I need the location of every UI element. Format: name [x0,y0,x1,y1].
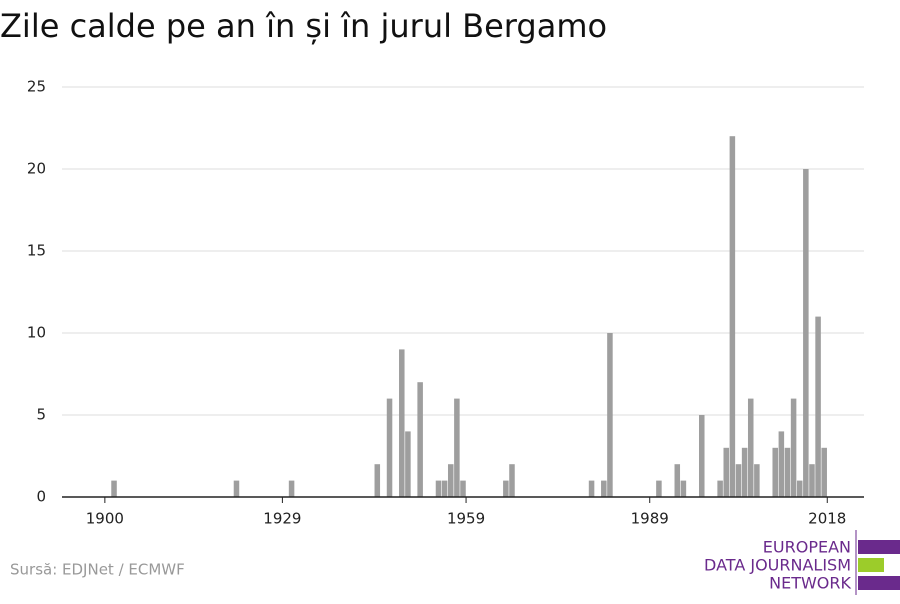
x-tick-label: 2018 [808,510,846,528]
x-tick-label: 1900 [86,510,124,528]
bar [233,480,240,497]
bar [417,382,423,497]
y-tick-label: 5 [36,406,46,424]
bar [588,480,595,497]
logo-bar [858,558,884,572]
bar [809,464,815,497]
bar [735,464,742,497]
logo-text: EUROPEAN [763,538,851,557]
bar [435,480,442,497]
y-tick-label: 15 [27,242,46,260]
bar [741,447,748,497]
bar [288,480,295,497]
bar [503,480,509,497]
bar [656,480,662,497]
logo-bar [858,540,900,554]
bar [821,447,827,497]
bar [447,464,454,497]
bar [699,415,705,497]
source: Sursă: EDJNet / ECMWF [10,561,185,579]
y-tick-label: 20 [27,160,46,178]
bar [509,464,515,497]
bar [796,480,803,497]
bar [460,480,466,497]
logo-text: DATA JOURNALISM [704,556,851,575]
bar [399,349,405,497]
y-tick-label: 10 [27,324,46,342]
y-tick-label: 0 [36,488,46,506]
bar [717,480,723,497]
bar [111,480,117,497]
chart-title: Zile calde pe an în și în jurul Bergamo [0,7,607,45]
y-tick-label: 25 [27,78,46,96]
bar [386,398,393,497]
bar [784,447,791,497]
bar [747,398,754,497]
bar [674,464,681,497]
bar [803,169,809,497]
bar [778,431,785,497]
logo-bar [858,576,900,590]
logo-text: NETWORK [769,574,851,593]
bar [790,398,797,497]
bar [454,398,460,497]
x-tick-label: 1959 [447,510,485,528]
bar [441,480,448,497]
x-tick-label: 1989 [631,510,669,528]
logo: EUROPEAN DATA JOURNALISM NETWORK [704,530,900,595]
bar [405,431,411,497]
bar [754,464,760,497]
bar [374,464,381,497]
bar [815,316,821,497]
bar [680,480,687,497]
bar [772,447,778,497]
bar [601,480,607,497]
bar [729,136,736,497]
bar [723,447,730,497]
x-tick-label: 1929 [263,510,301,528]
bar [607,333,613,497]
